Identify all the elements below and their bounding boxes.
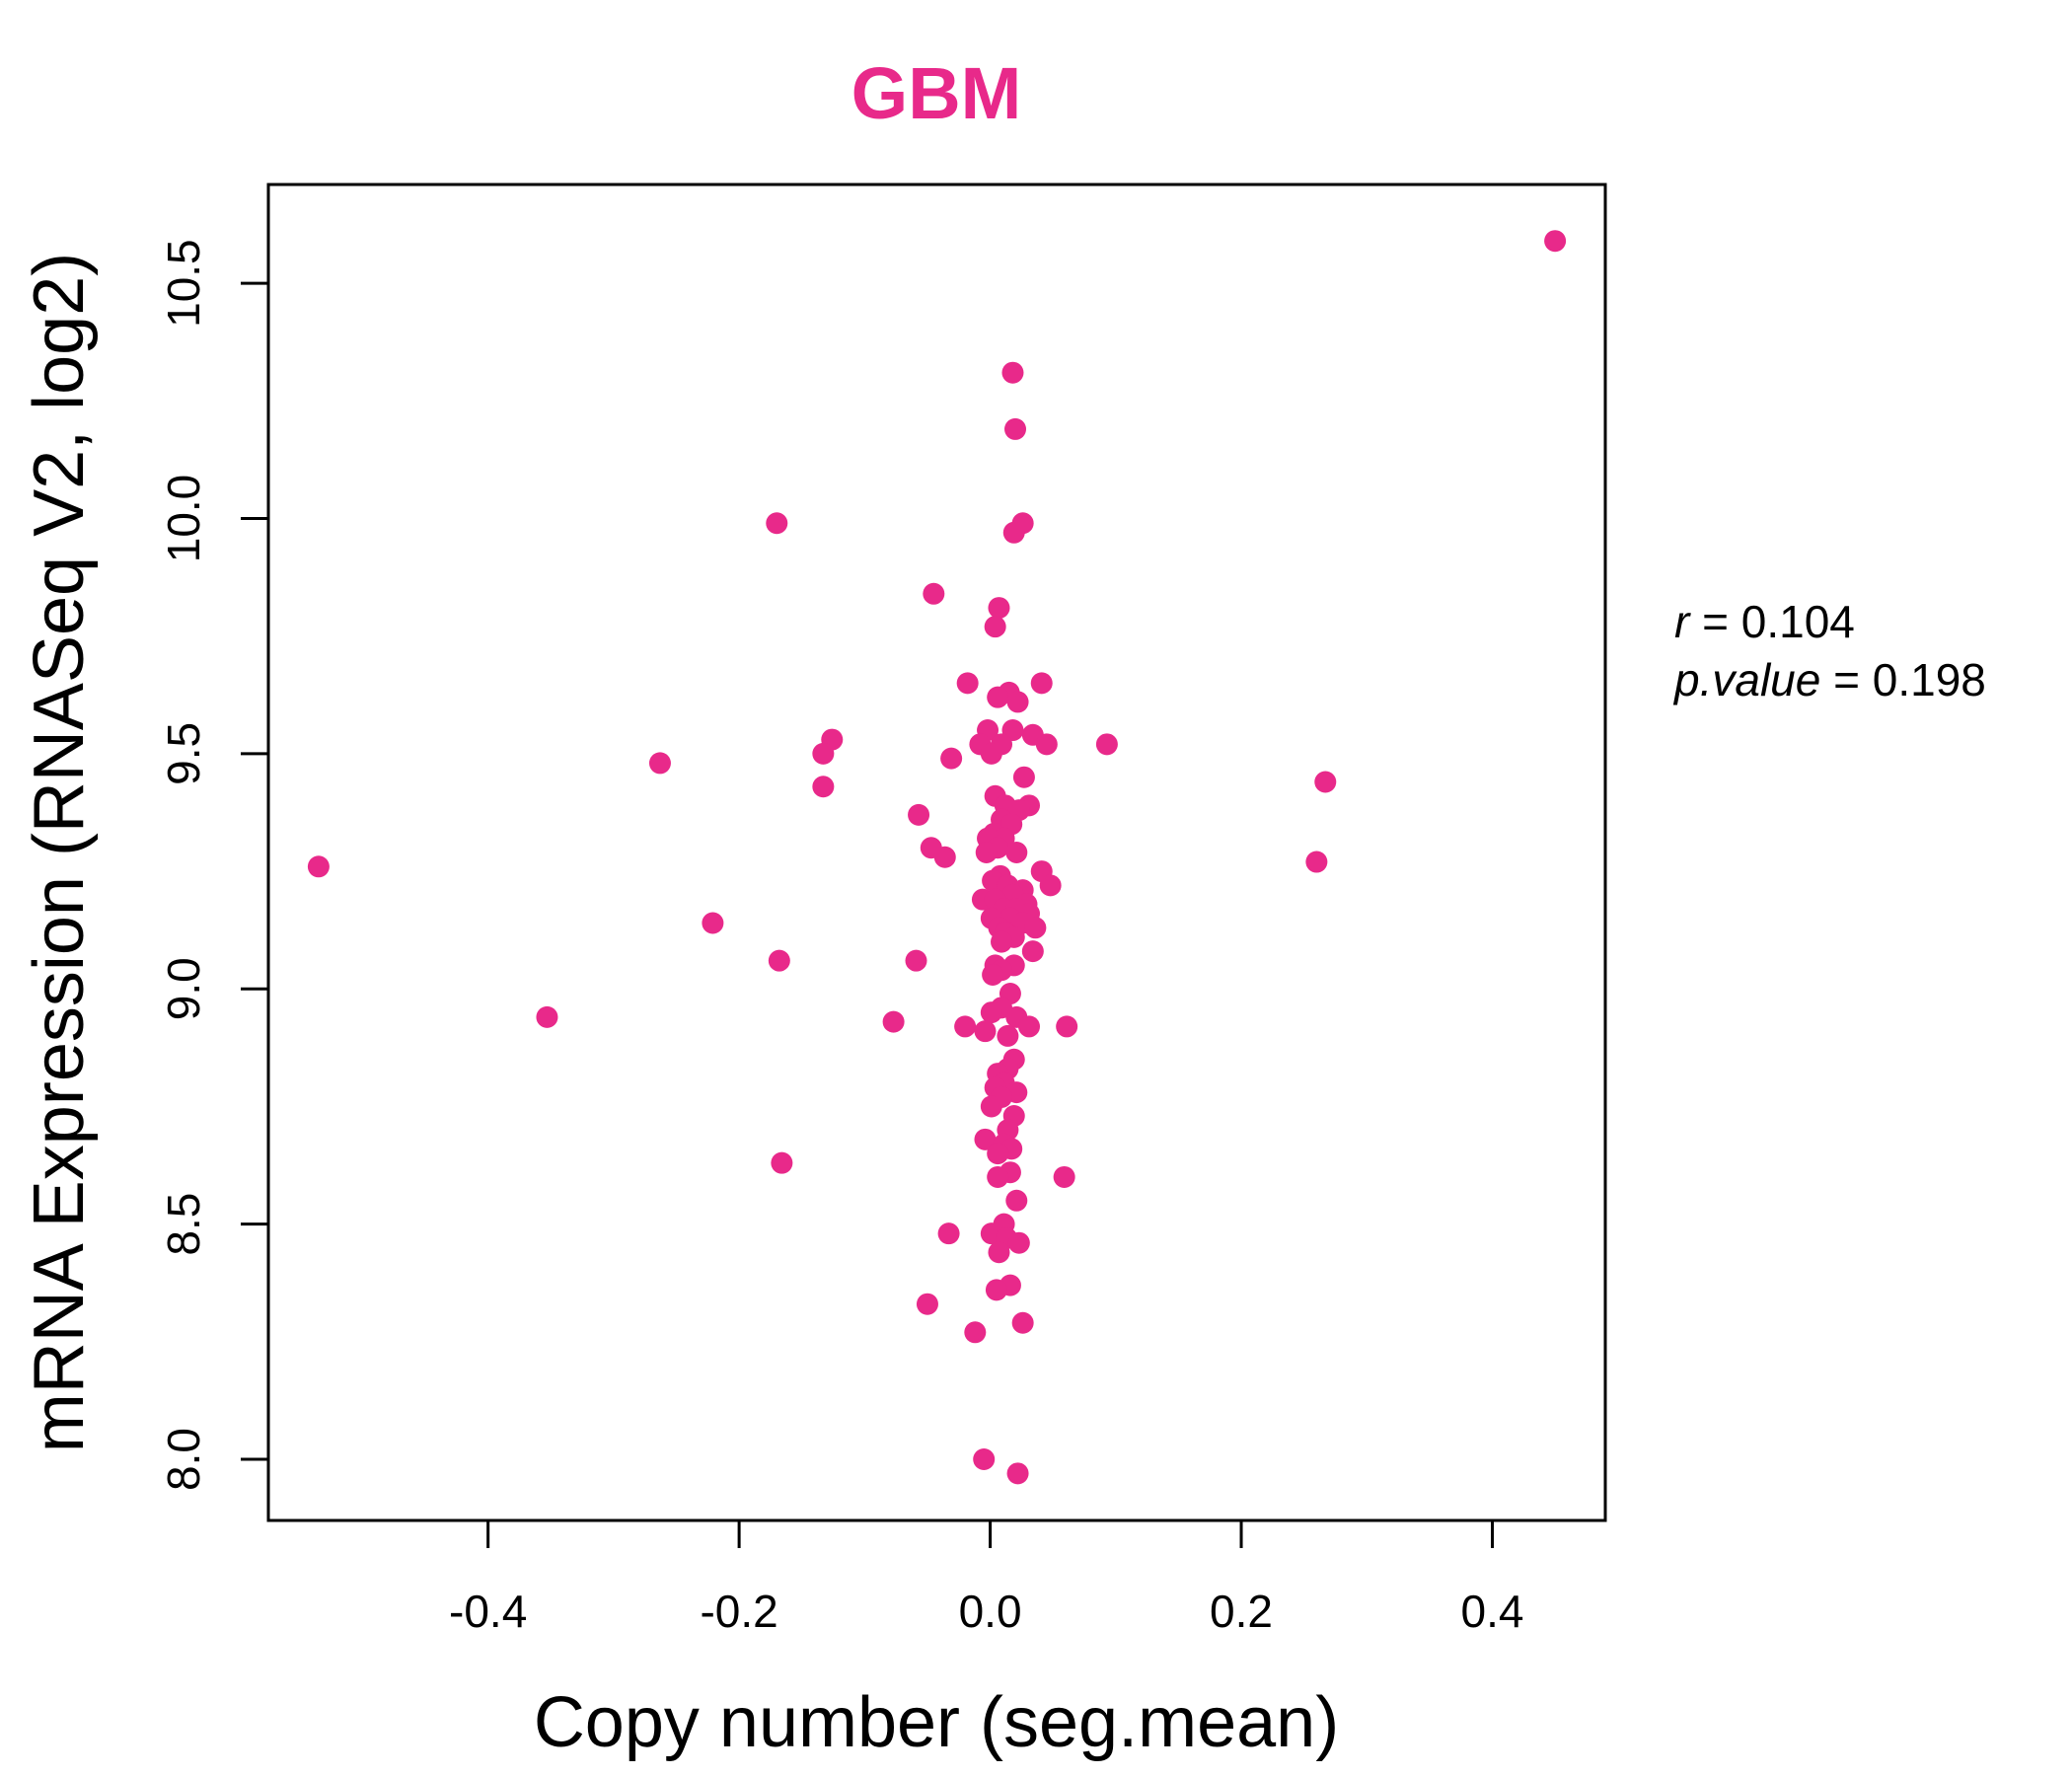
- data-point: [812, 742, 835, 765]
- data-point: [937, 1222, 960, 1245]
- data-point: [987, 1165, 1009, 1188]
- data-point: [988, 597, 1010, 620]
- data-point: [964, 1321, 987, 1344]
- data-point: [771, 1151, 793, 1174]
- r-value: 0.104: [1741, 596, 1855, 647]
- data-point: [1005, 1189, 1028, 1212]
- stats-annotation: r = 0.104 p.value = 0.198: [1672, 596, 1986, 705]
- data-point: [933, 846, 956, 868]
- data-point: [1095, 733, 1118, 756]
- y-tick-label: 10.5: [158, 239, 209, 328]
- r-label: r: [1674, 596, 1691, 647]
- x-tick-label: -0.2: [700, 1586, 777, 1637]
- r-equals: =: [1702, 596, 1729, 647]
- data-point: [307, 855, 330, 878]
- data-point: [954, 1015, 977, 1038]
- data-point: [1018, 1015, 1041, 1038]
- p-equals: =: [1833, 654, 1860, 705]
- data-point: [923, 582, 945, 605]
- data-point: [1002, 521, 1025, 544]
- data-point: [1006, 691, 1029, 713]
- data-point: [987, 686, 1009, 708]
- data-point: [702, 912, 724, 934]
- x-tick-label: 0.4: [1461, 1586, 1524, 1637]
- data-point: [982, 963, 1004, 986]
- data-point: [974, 1128, 997, 1150]
- data-point: [1004, 417, 1027, 440]
- data-point: [1053, 1165, 1075, 1188]
- data-point: [648, 752, 671, 775]
- data-point: [1007, 1231, 1030, 1254]
- data-point: [536, 1005, 558, 1028]
- data-point: [1056, 1015, 1078, 1038]
- x-axis-label: Copy number (seg.mean): [534, 1683, 1339, 1762]
- data-point: [997, 1024, 1019, 1047]
- y-tick-label: 8.0: [158, 1428, 209, 1491]
- x-tick-label: 0.0: [959, 1586, 1022, 1637]
- data-points: [307, 230, 1567, 1485]
- data-point: [916, 1293, 938, 1315]
- y-tick-label: 9.0: [158, 957, 209, 1020]
- y-tick-label: 10.0: [158, 475, 209, 563]
- data-point: [1001, 361, 1024, 384]
- chart-title: GBM: [851, 52, 1022, 134]
- data-point: [905, 949, 927, 972]
- data-point: [1305, 851, 1328, 873]
- data-point: [1035, 733, 1058, 756]
- data-point: [1005, 842, 1028, 863]
- data-point: [974, 1020, 997, 1043]
- data-point: [940, 747, 963, 770]
- data-point: [1544, 230, 1567, 253]
- data-point: [812, 776, 835, 798]
- data-point: [984, 616, 1006, 638]
- data-point: [987, 1143, 1009, 1165]
- data-point: [1314, 771, 1337, 793]
- p-label: p.value: [1672, 654, 1820, 705]
- data-point: [980, 1001, 1002, 1024]
- data-point: [1012, 766, 1035, 788]
- y-axis-label: mRNA Expression (RNASeq V2, log2): [20, 253, 99, 1452]
- data-point: [980, 742, 1002, 765]
- x-tick-label: 0.2: [1210, 1586, 1273, 1637]
- data-point: [766, 512, 788, 535]
- data-point: [1021, 940, 1044, 963]
- p-stat-line: p.value = 0.198: [1672, 654, 1986, 705]
- y-axis: 8.0 8.5 9.0 9.5 10.0 10.5: [158, 239, 270, 1491]
- x-axis: -0.4 -0.2 0.0 0.2 0.4: [449, 1518, 1524, 1637]
- data-point: [975, 842, 998, 863]
- p-value: 0.198: [1873, 654, 1986, 705]
- data-point: [1024, 917, 1047, 939]
- r-stat-line: r = 0.104: [1674, 596, 1855, 647]
- data-point: [768, 949, 790, 972]
- x-tick-label: -0.4: [449, 1586, 527, 1637]
- data-point: [973, 1448, 996, 1471]
- data-point: [985, 1279, 1007, 1301]
- data-point: [882, 1010, 905, 1033]
- data-point: [1006, 1462, 1029, 1485]
- data-point: [908, 803, 930, 826]
- data-point: [980, 1095, 1002, 1118]
- data-point: [991, 930, 1013, 953]
- y-tick-label: 9.5: [158, 722, 209, 785]
- data-point: [1030, 672, 1053, 695]
- data-point: [1039, 874, 1062, 897]
- data-point: [1011, 1311, 1034, 1334]
- y-tick-label: 8.5: [158, 1193, 209, 1256]
- data-point: [956, 672, 979, 695]
- data-point: [988, 1241, 1010, 1264]
